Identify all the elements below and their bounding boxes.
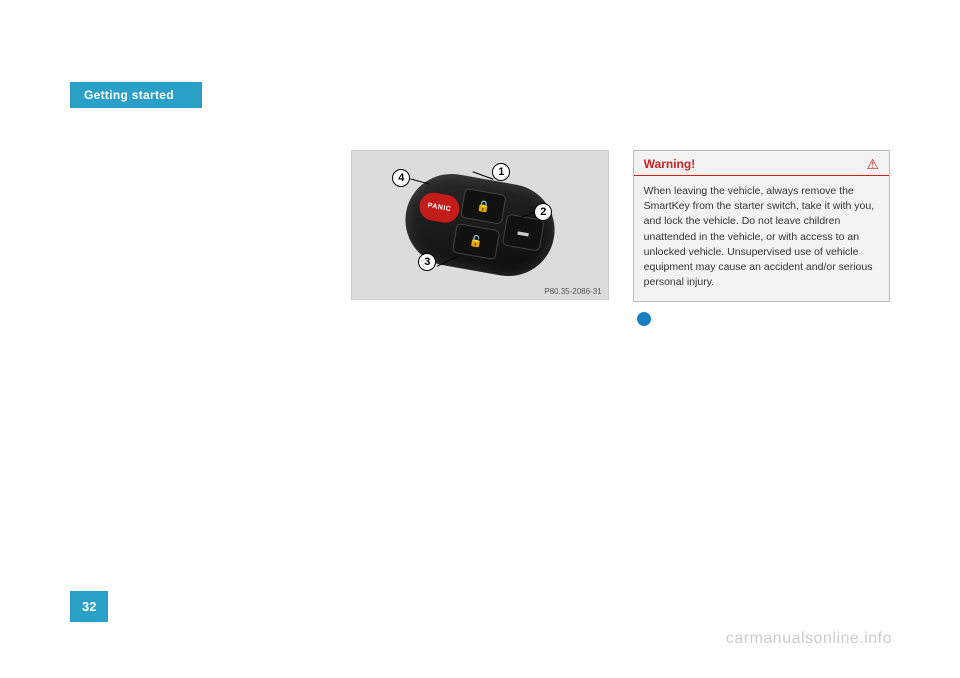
callout-3: 3 xyxy=(418,253,436,271)
lock-icon: 🔒 xyxy=(475,199,491,214)
content-columns: PANIC 🔒 ▬ 🔓 1 2 3 4 P80.35-2086-31 Warn xyxy=(70,150,890,326)
section-tab: Getting started xyxy=(70,82,202,108)
lock-button: 🔒 xyxy=(460,188,507,225)
warning-icon: ⚠ xyxy=(866,157,879,171)
figure-reference: P80.35-2086-31 xyxy=(544,287,601,296)
callout-4: 4 xyxy=(392,169,410,187)
warning-header: Warning! ⚠ xyxy=(634,151,889,176)
warning-box: Warning! ⚠ When leaving the vehicle, alw… xyxy=(633,150,890,302)
trunk-icon: ▬ xyxy=(517,226,530,240)
smartkey-figure: PANIC 🔒 ▬ 🔓 1 2 3 4 P80.35-2086-31 xyxy=(351,150,608,300)
warning-title: Warning! xyxy=(644,157,696,171)
column-left xyxy=(70,150,327,326)
unlock-button: 🔓 xyxy=(452,223,501,260)
unlock-icon: 🔓 xyxy=(468,234,484,249)
panic-label: PANIC xyxy=(427,202,452,213)
callout-1: 1 xyxy=(492,163,510,181)
column-middle: PANIC 🔒 ▬ 🔓 1 2 3 4 P80.35-2086-31 xyxy=(351,150,608,326)
watermark: carmanualsonline.info xyxy=(726,630,892,648)
panic-button: PANIC xyxy=(417,190,461,225)
warning-body-text: When leaving the vehicle, always remove … xyxy=(634,176,889,301)
page-number: 32 xyxy=(70,591,108,622)
info-icon xyxy=(637,312,651,326)
column-right: Warning! ⚠ When leaving the vehicle, alw… xyxy=(633,150,890,326)
